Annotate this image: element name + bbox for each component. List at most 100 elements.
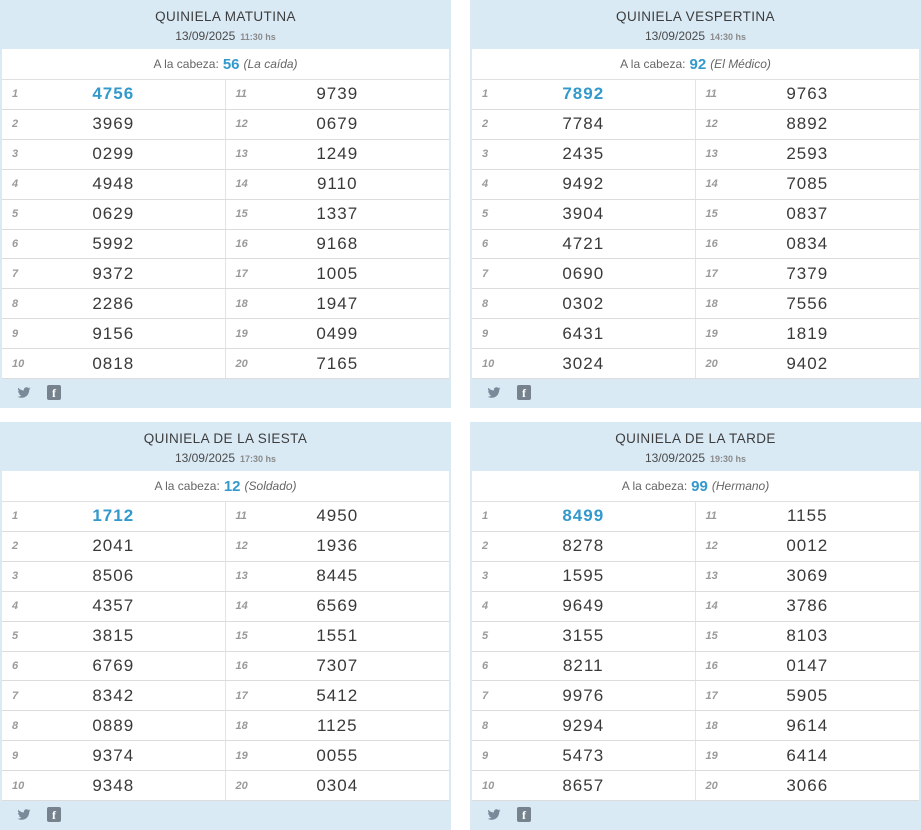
drawn-number: 8445 bbox=[316, 566, 359, 586]
table-cell-right: 16 7307 bbox=[226, 652, 450, 681]
facebook-icon[interactable]: f bbox=[47, 807, 61, 822]
table-row: 10 3024 20 9402 bbox=[472, 349, 920, 380]
table-cell-right: 19 1819 bbox=[696, 319, 920, 348]
facebook-icon[interactable]: f bbox=[517, 807, 531, 822]
position-number: 4 bbox=[482, 178, 489, 191]
head-number-value: 12 bbox=[223, 478, 241, 495]
position-number: 15 bbox=[235, 630, 248, 643]
drawn-number: 0012 bbox=[786, 536, 829, 556]
twitter-icon[interactable] bbox=[486, 808, 502, 821]
table-row: 1 1712 11 4950 bbox=[2, 502, 449, 532]
quiniela-panel: QUINIELA MATUTINA 13/09/2025 11:30 hs A l… bbox=[0, 0, 451, 408]
panel-header: QUINIELA DE LA SIESTA 13/09/2025 17:30 hs bbox=[2, 424, 449, 471]
position-number: 18 bbox=[705, 297, 718, 310]
drawn-number: 2593 bbox=[786, 144, 829, 164]
position-number: 11 bbox=[705, 510, 717, 523]
position-number: 17 bbox=[235, 267, 248, 280]
table-row: 3 8506 13 8445 bbox=[2, 561, 450, 592]
table-cell-left: 1 4756 bbox=[2, 80, 226, 109]
table-row: 2 7784 12 8892 bbox=[472, 109, 919, 140]
drawn-number: 7085 bbox=[786, 174, 829, 194]
position-number: 17 bbox=[705, 689, 718, 702]
drawn-number: 2435 bbox=[562, 144, 605, 164]
twitter-icon[interactable] bbox=[16, 808, 32, 821]
table-cell-left: 6 8211 bbox=[472, 651, 696, 681]
position-number: 12 bbox=[235, 118, 248, 131]
table-cell-right: 14 3786 bbox=[696, 592, 920, 621]
table-cell-right: 20 9402 bbox=[696, 349, 920, 378]
drawn-number: 1125 bbox=[316, 715, 358, 735]
quiniela-panel: QUINIELA DE LA SIESTA 13/09/2025 17:30 hs… bbox=[0, 422, 451, 830]
draw-time: 14:30 hs bbox=[710, 32, 747, 42]
drawn-number: 2286 bbox=[92, 293, 135, 313]
drawn-number: 4357 bbox=[92, 596, 135, 616]
twitter-icon[interactable] bbox=[486, 386, 502, 399]
table-cell-right: 13 8445 bbox=[226, 562, 450, 591]
head-number-line: A la cabeza: 92 (El Médico) bbox=[472, 49, 919, 80]
table-row: 7 8342 17 5412 bbox=[2, 681, 449, 712]
drawn-number: 7892 bbox=[562, 84, 605, 104]
position-number: 18 bbox=[705, 719, 718, 732]
drawn-number: 9372 bbox=[92, 263, 135, 283]
draw-date-line: 13/09/2025 17:30 hs bbox=[2, 452, 449, 465]
drawn-number: 5905 bbox=[786, 685, 829, 705]
position-number: 15 bbox=[235, 208, 248, 221]
table-cell-right: 20 7165 bbox=[226, 349, 450, 378]
table-row: 10 8657 20 3066 bbox=[472, 771, 919, 802]
table-cell-left: 7 9372 bbox=[2, 259, 226, 289]
drawn-number: 1249 bbox=[316, 144, 359, 164]
table-cell-left: 5 3815 bbox=[2, 621, 226, 651]
table-cell-left: 2 7784 bbox=[472, 109, 696, 139]
drawn-number: 0499 bbox=[316, 323, 359, 343]
drawn-number: 2041 bbox=[92, 536, 135, 556]
position-number: 17 bbox=[235, 689, 248, 702]
facebook-icon[interactable]: f bbox=[47, 385, 61, 400]
table-cell-left: 4 4948 bbox=[2, 169, 226, 199]
position-number: 13 bbox=[705, 148, 718, 161]
table-row: 10 0818 20 7165 bbox=[2, 349, 450, 380]
facebook-icon[interactable]: f bbox=[517, 385, 531, 400]
drawn-number: 4756 bbox=[92, 84, 135, 104]
position-number: 11 bbox=[235, 88, 247, 101]
table-cell-right: 16 0147 bbox=[696, 652, 920, 681]
drawn-number: 8499 bbox=[562, 506, 605, 526]
position-number: 19 bbox=[705, 327, 718, 340]
table-cell-right: 13 3069 bbox=[696, 562, 920, 591]
table-cell-right: 16 0834 bbox=[696, 230, 920, 259]
table-cell-right: 13 1249 bbox=[226, 140, 450, 169]
table-row: 2 2041 12 1936 bbox=[2, 531, 449, 562]
drawn-number: 9374 bbox=[92, 745, 135, 765]
drawn-number: 0304 bbox=[316, 775, 359, 795]
draw-date-line: 13/09/2025 19:30 hs bbox=[472, 452, 919, 465]
position-number: 19 bbox=[705, 749, 718, 762]
table-row: 7 0690 17 7379 bbox=[472, 259, 919, 290]
head-number-line: A la cabeza: 12 (Soldado) bbox=[2, 471, 449, 502]
table-row: 4 9492 14 7085 bbox=[472, 169, 919, 200]
twitter-icon[interactable] bbox=[16, 386, 32, 399]
position-number: 16 bbox=[235, 659, 248, 672]
table-row: 8 0889 18 1125 bbox=[2, 711, 449, 742]
table-row: 8 0302 18 7556 bbox=[472, 289, 919, 320]
table-row: 2 3969 12 0679 bbox=[2, 109, 449, 140]
table-cell-right: 11 4950 bbox=[226, 502, 450, 531]
social-bar: f bbox=[472, 801, 919, 828]
table-row: 4 4948 14 9110 bbox=[2, 169, 449, 200]
draw-time: 17:30 hs bbox=[240, 454, 277, 464]
table-cell-right: 15 1337 bbox=[226, 200, 450, 229]
table-cell-right: 11 9739 bbox=[226, 80, 450, 109]
table-cell-left: 4 9492 bbox=[472, 169, 696, 199]
position-number: 9 bbox=[482, 327, 489, 340]
drawn-number: 6569 bbox=[316, 596, 359, 616]
table-cell-left: 6 5992 bbox=[2, 229, 226, 259]
drawn-number: 8506 bbox=[92, 566, 135, 586]
head-number-name: (Soldado) bbox=[244, 479, 297, 493]
drawn-number: 8657 bbox=[562, 775, 605, 795]
table-cell-left: 3 8506 bbox=[2, 561, 226, 591]
position-number: 4 bbox=[482, 600, 489, 613]
position-number: 5 bbox=[12, 208, 19, 221]
position-number: 14 bbox=[705, 600, 718, 613]
drawn-number: 1595 bbox=[562, 566, 605, 586]
table-cell-left: 2 3969 bbox=[2, 109, 226, 139]
drawn-number: 9739 bbox=[316, 84, 359, 104]
head-number-line: A la cabeza: 56 (La caída) bbox=[2, 49, 449, 80]
